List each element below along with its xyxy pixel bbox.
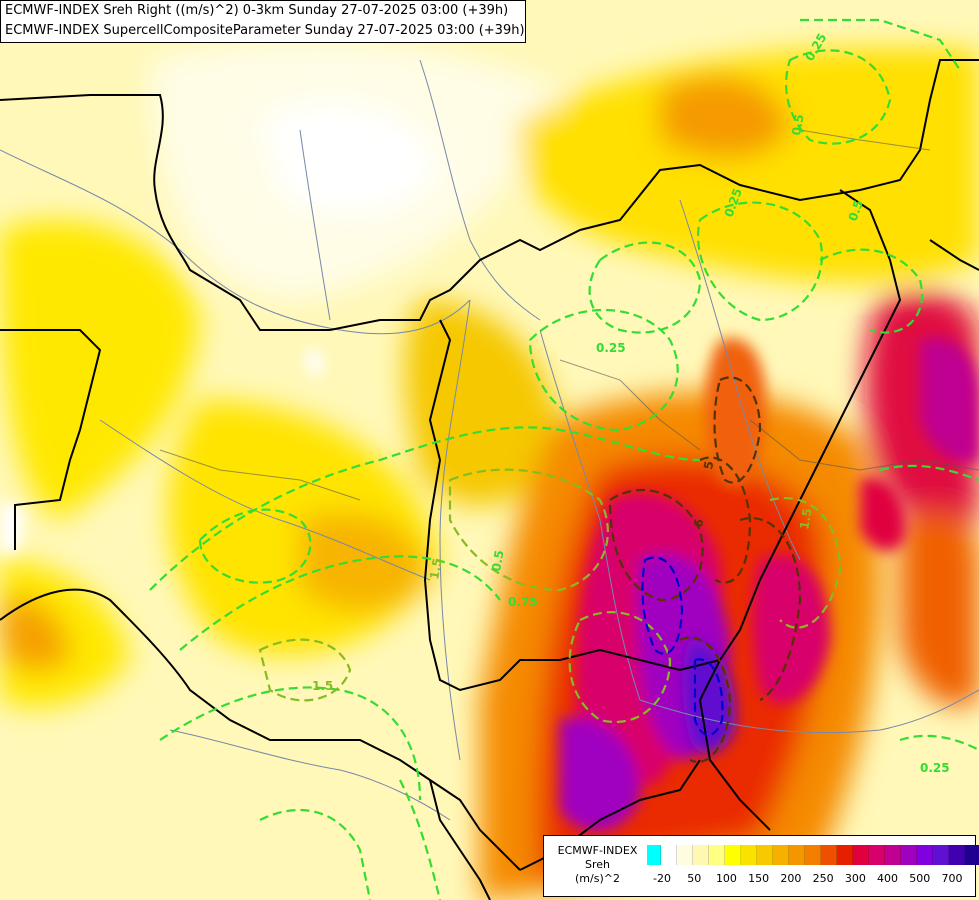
contour-labels: 0.25 0.5 0.25 0.5 0.25 0.5 0.75 1.5 5 6 … (312, 31, 950, 775)
legend-swatch (901, 845, 917, 865)
contour-mid (258, 468, 842, 723)
contour-label: 1.5 (797, 507, 814, 530)
legend-label: ECMWF-INDEX Sreh (m/s)^2 (550, 844, 645, 886)
legend-tick: 250 (812, 872, 834, 885)
legend-swatch (725, 845, 741, 865)
contour-label: 1.5 (312, 679, 333, 693)
legend-swatch (677, 845, 693, 865)
legend-swatch (885, 845, 901, 865)
legend-unit: (m/s)^2 (575, 872, 620, 885)
contour-label: 5 (701, 460, 716, 471)
legend-swatch (853, 845, 869, 865)
legend-swatch (661, 845, 677, 865)
contour-max (641, 556, 724, 737)
legend-variable: Sreh (584, 858, 610, 871)
legend-swatch (647, 845, 661, 865)
map-title: ECMWF-INDEX Sreh Right ((m/s)^2) 0-3km S… (0, 0, 526, 43)
contour-label: 6 (691, 518, 706, 529)
legend-tick: 400 (877, 872, 899, 885)
legend-swatch (789, 845, 805, 865)
contour-low (149, 18, 979, 900)
legend-swatch (821, 845, 837, 865)
legend-swatch (869, 845, 885, 865)
legend-tick: 500 (909, 872, 931, 885)
legend-swatch (709, 845, 725, 865)
legend-swatch (741, 845, 757, 865)
legend-swatch (949, 845, 965, 865)
legend-swatch (805, 845, 821, 865)
legend-swatch (837, 845, 853, 865)
rivers (0, 59, 979, 821)
title-line-scp: ECMWF-INDEX SupercellCompositeParameter … (5, 23, 525, 38)
legend-swatch (965, 845, 979, 865)
legend-tick: 300 (844, 872, 866, 885)
legend-brand: ECMWF-INDEX (557, 844, 638, 857)
contour-high (608, 376, 802, 763)
legend-tick: 150 (748, 872, 770, 885)
contour-label: 0.25 (920, 761, 950, 775)
legend-swatch (773, 845, 789, 865)
legend-ticks: -20 50 100 150 200 250 300 400 500 700 (647, 872, 972, 886)
legend-swatch (917, 845, 933, 865)
legend-tick: 100 (715, 872, 737, 885)
color-legend: ECMWF-INDEX Sreh (m/s)^2 -20 50 100 150 200 2… (543, 835, 979, 897)
legend-tick: 200 (780, 872, 802, 885)
legend-swatch (693, 845, 709, 865)
contour-label: 1.5 (427, 557, 444, 580)
contour-label: 0.5 (846, 198, 866, 223)
scp-contours (149, 18, 979, 900)
title-line-sreh: ECMWF-INDEX Sreh Right ((m/s)^2) 0-3km S… (5, 3, 509, 18)
legend-swatch (757, 845, 773, 865)
contour-label: 0.25 (596, 341, 626, 355)
legend-tick: 50 (687, 872, 702, 885)
legend-swatch (933, 845, 949, 865)
legend-swatches (647, 845, 979, 865)
contour-label: 0.75 (508, 595, 538, 609)
legend-tick: -20 (653, 872, 671, 885)
legend-tick: 700 (941, 872, 963, 885)
contour-label: 0.5 (789, 113, 806, 136)
region-borders (159, 129, 979, 501)
contour-label: 0.5 (489, 549, 506, 572)
